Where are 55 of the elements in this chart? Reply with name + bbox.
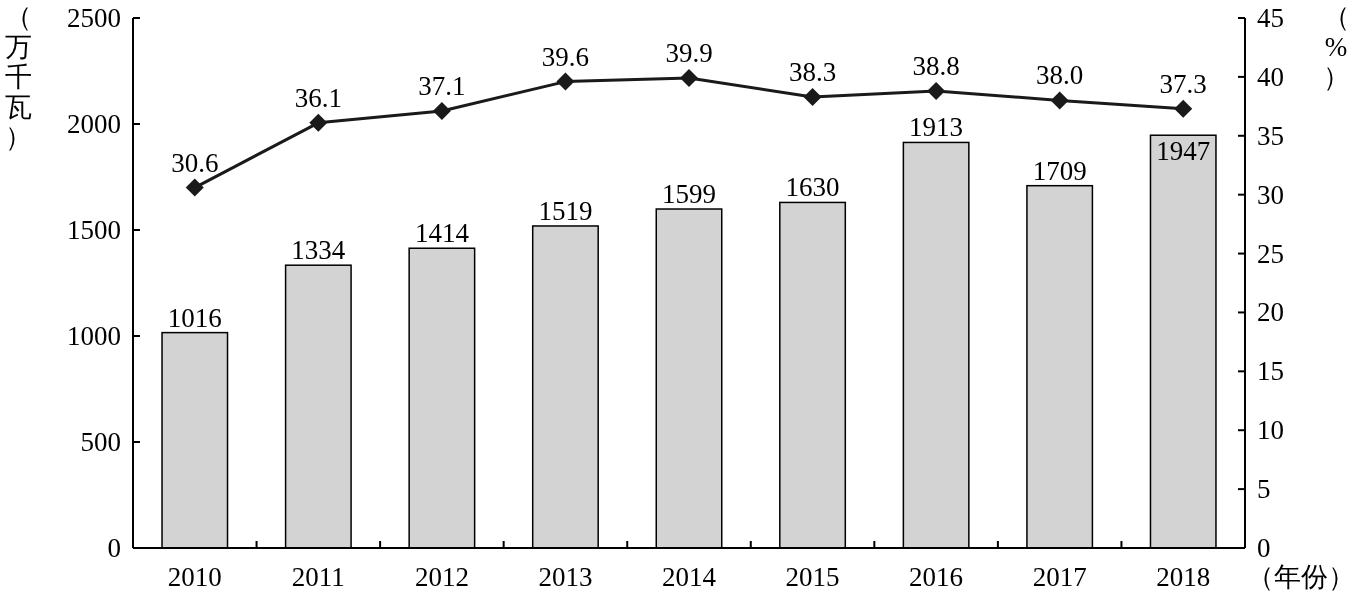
data-label: 1414	[414, 218, 470, 249]
x-tick-label: 2017	[1032, 562, 1087, 592]
x-tick-label: 2012	[414, 562, 469, 592]
point	[803, 87, 822, 106]
data-label: 1947	[1156, 136, 1211, 167]
data-label: 1630	[785, 172, 840, 203]
x-axis-title: （年份）	[1247, 562, 1355, 592]
data-label: 38.8	[912, 51, 960, 82]
x-tick-label: 2010	[167, 562, 222, 592]
x-tick-label: 2015	[785, 562, 840, 592]
y-tick-label: 0	[107, 533, 121, 563]
data-label: 1913	[909, 112, 964, 143]
y2-tick-label: 15	[1257, 356, 1284, 387]
y-tick-label: 500	[80, 427, 121, 457]
point	[309, 113, 328, 132]
y-axis-title: （万千瓦）	[4, 2, 32, 152]
x-tick-label: 2011	[291, 562, 345, 592]
data-label: 36.1	[294, 82, 342, 113]
x-tick-label: 2018	[1156, 562, 1211, 592]
y2-tick-label: 25	[1257, 238, 1284, 269]
y2-axis-title: （%）	[1322, 2, 1350, 92]
data-label: 1016	[167, 302, 222, 333]
point	[1174, 99, 1193, 118]
x-tick-label: 2014	[662, 562, 717, 592]
y2-tick-label: 35	[1257, 120, 1284, 151]
data-label: 39.6	[541, 41, 590, 72]
data-label: 1599	[662, 179, 716, 210]
point	[556, 72, 575, 91]
x-tick-label: 2013	[538, 562, 593, 592]
y2-tick-label: 40	[1257, 61, 1284, 92]
data-label: 1334	[291, 235, 346, 266]
data-label: 1709	[1032, 155, 1087, 186]
data-label: 39.9	[665, 38, 713, 69]
x-tick-label: 2016	[909, 562, 964, 592]
y2-tick-label: 45	[1257, 3, 1284, 33]
y-tick-label: 1000	[67, 321, 121, 351]
y2-tick-label: 30	[1257, 179, 1284, 210]
point	[680, 69, 698, 88]
y-tick-label: 1500	[67, 215, 121, 245]
y2-tick-label: 10	[1257, 415, 1284, 446]
y2-tick-label: 0	[1257, 533, 1271, 563]
y-tick-label: 2500	[67, 3, 121, 33]
point	[1050, 91, 1069, 110]
y2-tick-label: 5	[1257, 474, 1271, 505]
point	[927, 82, 946, 101]
data-label: 37.1	[418, 71, 466, 102]
y2-tick-label: 20	[1257, 297, 1284, 328]
point	[185, 178, 204, 197]
data-label: 37.3	[1159, 68, 1207, 99]
point	[432, 102, 451, 121]
data-label: 38.3	[788, 56, 837, 87]
data-label: 30.6	[171, 147, 219, 178]
data-label: 1519	[538, 195, 593, 226]
data-label: 38.0	[1036, 60, 1084, 91]
y-tick-label: 2000	[67, 109, 121, 139]
